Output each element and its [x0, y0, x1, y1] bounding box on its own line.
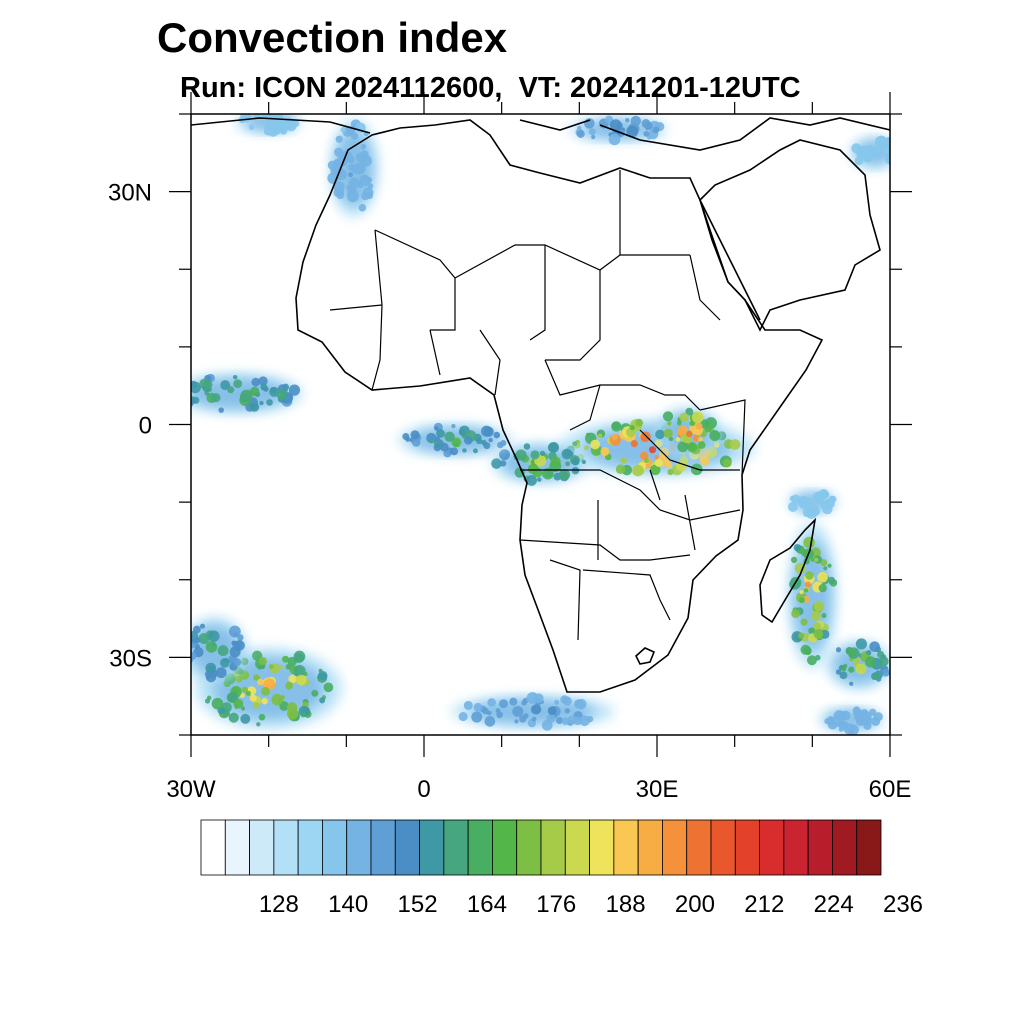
- convection-south-atlantic-west: [191, 617, 247, 683]
- convection-morocco-band: [327, 119, 379, 218]
- country-borders: [329, 170, 746, 641]
- colorbar-swatch: [856, 819, 882, 876]
- colorbar-swatch: [492, 819, 518, 876]
- colorbar-swatch: [443, 819, 469, 876]
- colorbar-swatch: [273, 819, 299, 876]
- colorbar: [200, 819, 882, 876]
- convection-field: [191, 114, 890, 735]
- colorbar-labels: 128 140 152 164 176 188 200 212 224 236: [259, 891, 923, 918]
- y-tick-label: 30N: [108, 180, 152, 207]
- convection-mediterranean-east: [569, 115, 668, 146]
- colorbar-swatch: [297, 819, 323, 876]
- colorbar-swatch: [686, 819, 712, 876]
- colorbar-swatch: [734, 819, 760, 876]
- colorbar-label: 224: [814, 891, 854, 918]
- colorbar-swatch: [637, 819, 663, 876]
- europe-coastline: [191, 117, 890, 151]
- colorbar-swatch: [807, 819, 833, 876]
- colorbar-label: 128: [259, 891, 299, 918]
- convection-indian-ocean-se: [818, 706, 884, 735]
- colorbar-label: 236: [883, 891, 923, 918]
- convection-gulf-of-guinea: [397, 422, 513, 458]
- convection-madagascar-east: [787, 521, 838, 669]
- convection-arabian-sea-east: [850, 135, 890, 170]
- colorbar-label: 140: [328, 891, 368, 918]
- axis-labels: 30W 0 30E 60E 30N 0 30S: [108, 180, 911, 803]
- colorbar-swatch: [613, 819, 639, 876]
- colorbar-swatch: [346, 819, 372, 876]
- x-tick-label: 60E: [869, 776, 912, 803]
- convection-congo-west-cells: [491, 442, 590, 486]
- madagascar-coastline: [759, 517, 817, 624]
- colorbar-swatch: [200, 819, 226, 876]
- colorbar-swatch: [564, 819, 590, 876]
- colorbar-swatch: [540, 819, 566, 876]
- convection-west-atlantic-itcz: [191, 373, 303, 414]
- colorbar-label: 212: [744, 891, 784, 918]
- colorbar-swatch: [394, 819, 420, 876]
- coastlines: [191, 117, 890, 693]
- map-subtitle: Run: ICON 2024112600, VT: 20241201-12UTC: [180, 72, 801, 104]
- red-sea: [699, 199, 761, 321]
- africa-coastline: [295, 119, 824, 693]
- x-tick-label: 30W: [166, 776, 216, 803]
- colorbar-swatch: [589, 819, 615, 876]
- convection-indian-ocean-ne: [787, 489, 837, 519]
- map-title: Convection index: [157, 14, 508, 61]
- colorbar-swatch: [224, 819, 250, 876]
- y-tick-label: 30S: [109, 645, 152, 672]
- colorbar-label: 164: [467, 891, 507, 918]
- colorbar-swatch: [419, 819, 445, 876]
- convection-south-of-africa: [451, 692, 615, 731]
- colorbar-label: 152: [398, 891, 438, 918]
- colorbar-swatch: [710, 819, 736, 876]
- x-tick-label: 30E: [636, 776, 679, 803]
- colorbar-swatch: [759, 819, 785, 876]
- convection-lake-victoria-cells: [655, 407, 721, 457]
- lesotho: [635, 647, 656, 665]
- arabia-coastline: [699, 139, 881, 332]
- colorbar-swatch: [516, 819, 542, 876]
- x-tick-label: 0: [417, 776, 430, 803]
- axis-ticks: [169, 92, 912, 757]
- colorbar-swatch: [783, 819, 809, 876]
- colorbar-label: 200: [675, 891, 715, 918]
- colorbar-swatch: [322, 819, 348, 876]
- y-tick-label: 0: [139, 413, 152, 440]
- colorbar-swatch: [249, 819, 275, 876]
- plot-area: [191, 114, 890, 735]
- colorbar-swatch: [370, 819, 396, 876]
- colorbar-label: 188: [606, 891, 646, 918]
- colorbar-label: 176: [536, 891, 576, 918]
- colorbar-swatch: [467, 819, 493, 876]
- convection-madagascar-south-tail: [826, 638, 890, 690]
- colorbar-swatch: [662, 819, 688, 876]
- colorbar-swatch: [832, 819, 858, 876]
